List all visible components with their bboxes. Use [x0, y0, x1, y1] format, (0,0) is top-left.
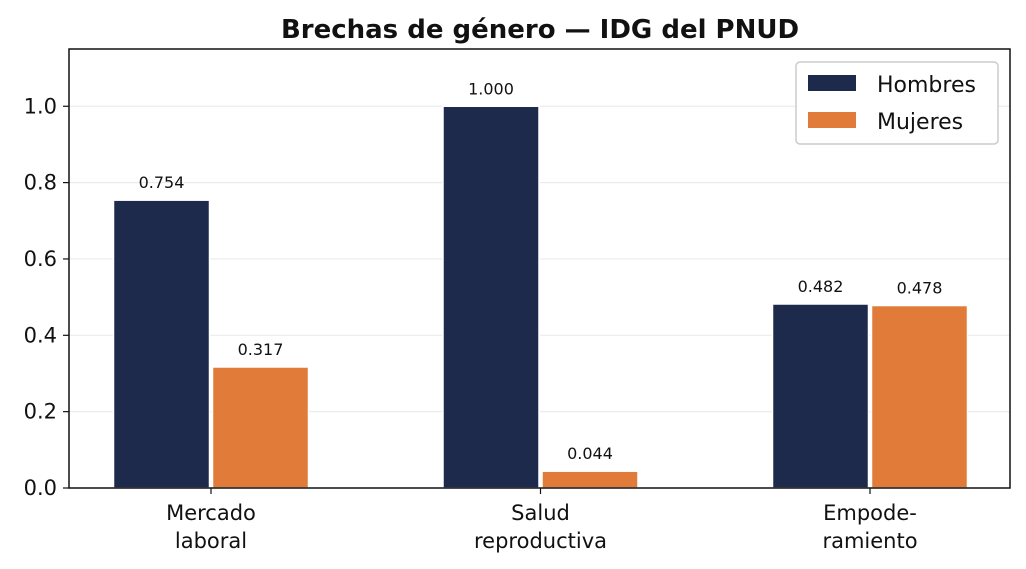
bar-hombres-2	[771, 303, 870, 489]
x-axis: Mercado laboral Salud reproductiva Empode-ra…	[166, 488, 918, 553]
y-tick-label: 0.4	[24, 323, 57, 347]
x-tick-label: Mercado	[166, 501, 256, 525]
legend: Hombres Mujeres	[795, 61, 999, 145]
bar-value-label: 0.478	[897, 279, 943, 298]
y-tick-label: 1.0	[24, 94, 57, 118]
y-tick-label: 0.6	[24, 247, 57, 271]
bar-value-label: 0.317	[238, 340, 284, 359]
x-tick-label: ramiento	[822, 529, 917, 553]
legend-swatch-hombres	[808, 75, 856, 91]
bar-value-labels: 0.754 1.000 0.482 0.317 0.044 0.478	[139, 79, 943, 463]
bar-value-label: 0.044	[567, 444, 613, 463]
y-tick-label: 0.0	[24, 476, 57, 500]
x-tick-label: laboral	[175, 529, 247, 553]
y-tick-label: 0.2	[24, 400, 57, 424]
plot-frame	[68, 48, 1011, 489]
x-tick-label: Salud	[511, 501, 570, 525]
bar-mujeres-0	[211, 366, 310, 489]
legend-swatch-mujeres	[808, 112, 856, 128]
y-tick-label: 0.8	[24, 171, 57, 195]
legend-label-mujeres: Mujeres	[877, 110, 963, 135]
bar-mujeres-1	[541, 470, 639, 489]
bar-value-label: 0.482	[798, 277, 844, 296]
chart-title: Brechas de género — IDG del PNUD	[281, 15, 799, 45]
bar-value-label: 0.754	[139, 173, 185, 192]
bar-hombres-1	[442, 105, 540, 489]
bar-mujeres-2	[870, 304, 969, 489]
x-tick-label: Empode-	[823, 501, 917, 525]
bar-hombres-0	[112, 199, 211, 489]
y-axis: 0.0 0.2 0.4 0.6 0.8 1.0	[24, 94, 69, 500]
legend-label-hombres: Hombres	[877, 73, 976, 98]
bar-value-label: 1.000	[468, 79, 514, 98]
bars	[112, 105, 969, 489]
x-tick-label: reproductiva	[474, 529, 607, 553]
